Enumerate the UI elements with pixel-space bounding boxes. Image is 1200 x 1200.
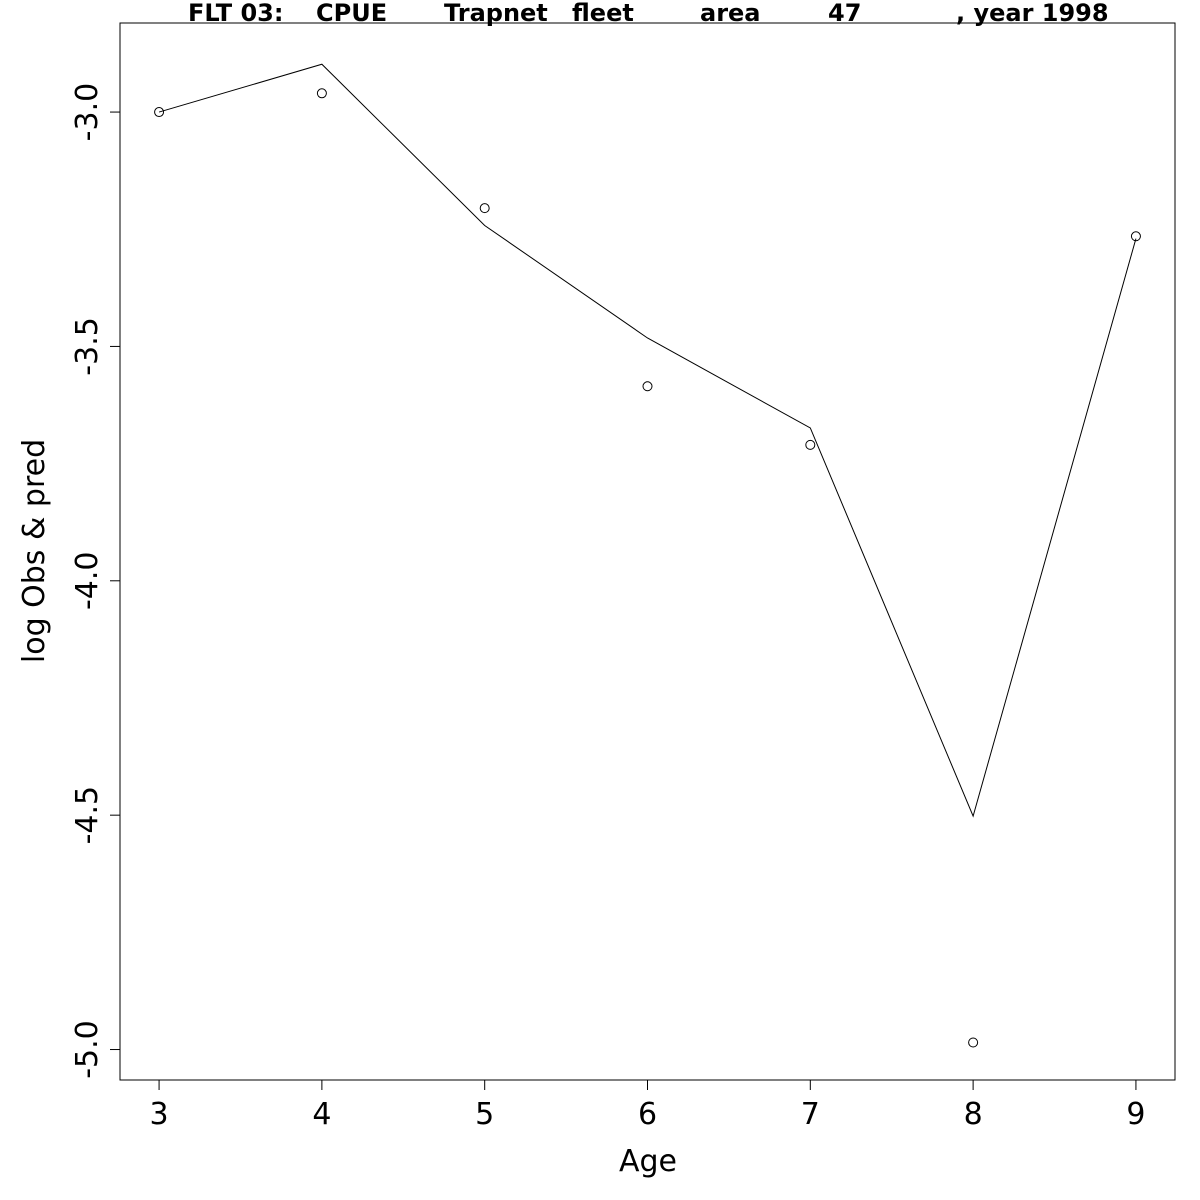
x-tick-label: 7 [801,1097,820,1132]
observed-point [642,381,653,392]
y-axis: -3.0 -3.5 -4.0 -4.5 -5.0 [70,83,121,1079]
x-tick-label: 3 [150,1097,169,1132]
x-tick-label: 6 [638,1097,657,1132]
y-tick-label: -3.5 [70,317,105,376]
x-tick-label: 8 [964,1097,983,1132]
observed-point [1130,231,1141,242]
x-tick-label: 5 [475,1097,494,1132]
y-tick-label: -4.5 [70,786,105,845]
observed-point [154,107,165,118]
observed-point [968,1037,979,1048]
observed-point [805,439,816,450]
y-tick-label: -5.0 [70,1020,105,1079]
x-axis: 3 4 5 6 7 8 9 [150,1079,1145,1132]
y-tick-label: -4.0 [70,552,105,611]
x-tick-label: 4 [312,1097,331,1132]
y-tick-label: -3.0 [70,83,105,142]
x-tick-label: 9 [1126,1097,1145,1132]
observed-point [316,88,327,99]
predicted-line [158,63,1137,818]
plot-frame [119,22,1176,1081]
predicted-series [158,63,1137,818]
x-axis-label: Age [619,1144,677,1179]
observed-point [479,203,490,214]
observed-series [154,88,1141,1048]
y-axis-label: log Obs & pred [17,439,52,663]
